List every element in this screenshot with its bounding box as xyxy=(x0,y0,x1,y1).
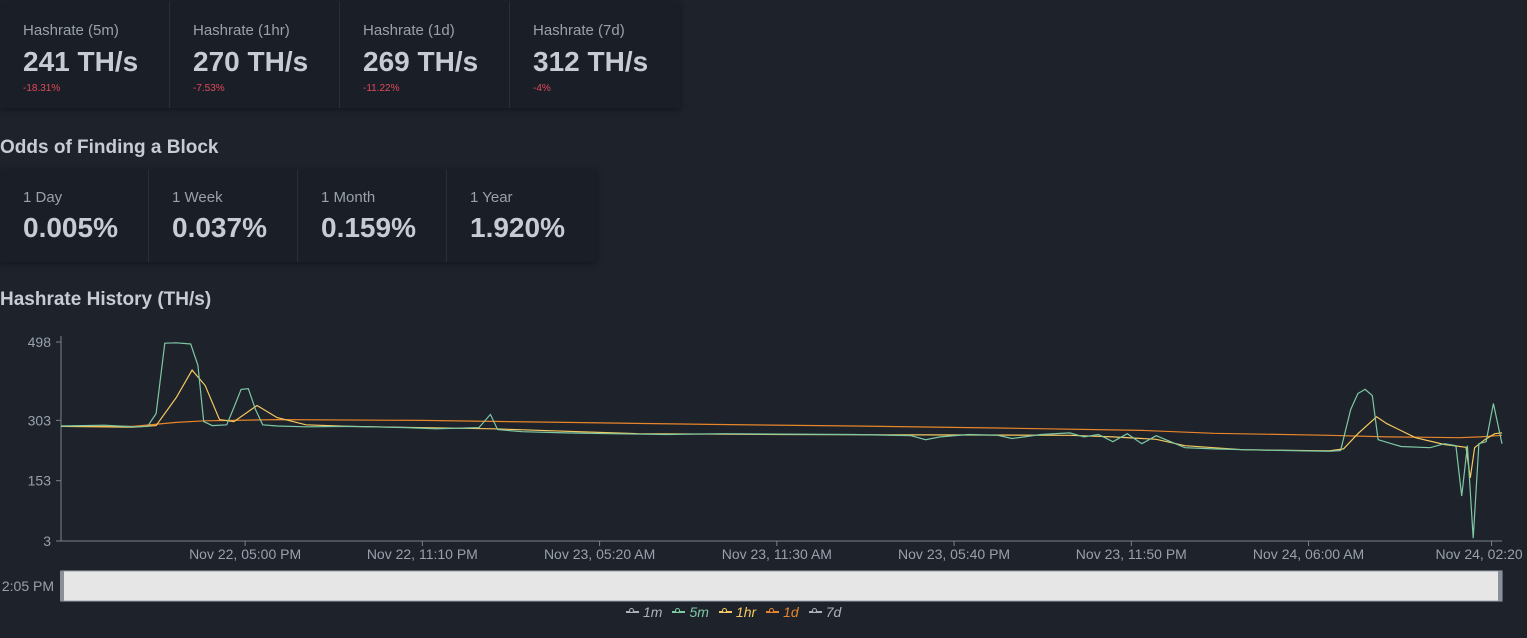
hashrate-card-change: -18.31% xyxy=(23,83,61,94)
hashrate-card-value: 270 TH/s xyxy=(193,46,309,77)
hashrate-card: Hashrate (1hr) 270 TH/s -7.53% xyxy=(170,2,340,108)
odds-card: 1 Week 0.037% xyxy=(149,170,298,262)
hashrate-card: Hashrate (5m) 241 TH/s -18.31% xyxy=(0,2,170,108)
chart-legend: 1m 5m 1hr 1d 7d xyxy=(626,604,841,620)
legend-label: 1d xyxy=(783,604,799,620)
x-tick-label: Nov 23, 05:20 AM xyxy=(544,546,655,562)
x-tick-label: Nov 23, 05:40 PM xyxy=(898,546,1010,562)
hashrate-history-chart: 498 303 153 3 Nov 22, 05:00 PM Nov 22, 11:10… xyxy=(2,334,1527,602)
x-tick-label: Nov 23, 11:50 PM xyxy=(1076,546,1187,562)
series-line-1hr xyxy=(60,369,1503,478)
range-slider-right-handle[interactable] xyxy=(1498,571,1502,601)
hashrate-card-label: Hashrate (7d) xyxy=(533,22,625,39)
odds-card-value: 0.159% xyxy=(321,212,416,243)
x-axis: Nov 22, 05:00 PM Nov 22, 11:10 PM Nov 23, … xyxy=(61,540,1527,562)
legend-item-1hr[interactable]: 1hr xyxy=(718,604,757,620)
legend-item-1m[interactable]: 1m xyxy=(626,604,662,620)
odds-card-label: 1 Year xyxy=(470,189,513,206)
series-line-5m xyxy=(60,342,1503,539)
y-tick-label: 153 xyxy=(28,473,52,489)
odds-card: 1 Year 1.920% xyxy=(447,170,596,262)
odds-card-label: 1 Day xyxy=(23,189,63,206)
hashrate-card-value: 241 TH/s xyxy=(23,46,139,77)
hashrate-cards: Hashrate (5m) 241 TH/s -18.31% Hashrate (1h… xyxy=(0,2,680,108)
range-slider-left-handle[interactable] xyxy=(60,571,64,601)
hashrate-card: Hashrate (7d) 312 TH/s -4% xyxy=(510,2,680,108)
y-tick-label: 498 xyxy=(28,334,52,350)
legend-marker-icon xyxy=(672,608,686,613)
odds-card: 1 Day 0.005% xyxy=(0,170,149,262)
x-tick-label: Nov 22, 11:10 PM xyxy=(367,546,478,562)
series-line-1d xyxy=(61,418,1503,439)
odds-cards: 1 Day 0.005% 1 Week 0.037% 1 Month 0.159% 1 Ye… xyxy=(0,170,596,262)
x-tick-label: Nov 22, 05:00 PM xyxy=(189,546,301,562)
range-slider-track[interactable] xyxy=(60,570,1503,602)
odds-card-value: 0.005% xyxy=(23,212,118,243)
odds-title: Odds of Finding a Block xyxy=(0,137,219,158)
history-title: Hashrate History (TH/s) xyxy=(0,289,212,310)
hashrate-card-change: -4% xyxy=(533,83,551,94)
y-tick-label: 3 xyxy=(43,533,51,549)
legend-marker-icon xyxy=(808,608,822,613)
y-axis: 498 303 153 3 xyxy=(28,334,62,549)
legend-marker-icon xyxy=(766,608,780,613)
odds-card-value: 1.920% xyxy=(470,212,565,243)
legend-item-1d[interactable]: 1d xyxy=(766,604,799,620)
range-slider[interactable]: 2:05 PM xyxy=(2,570,1503,602)
legend-label: 5m xyxy=(689,604,709,620)
y-tick-label: 303 xyxy=(28,412,52,428)
legend-label: 1hr xyxy=(735,604,757,620)
range-slider-start-label: 2:05 PM xyxy=(2,578,54,594)
legend-label: 1m xyxy=(643,604,663,620)
plot-lines xyxy=(60,342,1503,539)
legend-item-5m[interactable]: 5m xyxy=(672,604,709,620)
legend-label: 7d xyxy=(825,604,842,620)
hashrate-card-label: Hashrate (5m) xyxy=(23,22,119,39)
legend-marker-icon xyxy=(718,608,732,613)
odds-card-label: 1 Month xyxy=(321,189,376,206)
odds-card-value: 0.037% xyxy=(172,212,267,243)
x-tick-label: Nov 23, 11:30 AM xyxy=(722,546,832,562)
hashrate-card-label: Hashrate (1hr) xyxy=(193,22,290,39)
odds-card-label: 1 Week xyxy=(172,189,223,206)
legend-marker-icon xyxy=(626,608,639,613)
x-tick-label: Nov 24, 06:00 AM xyxy=(1253,546,1364,562)
hashrate-card-value: 312 TH/s xyxy=(533,46,649,77)
hashrate-card-change: -7.53% xyxy=(193,83,225,94)
hashrate-card: Hashrate (1d) 269 TH/s -11.22% xyxy=(340,2,510,108)
x-tick-label: Nov 24, 02:20 PM xyxy=(1436,546,1527,562)
legend-item-7d[interactable]: 7d xyxy=(808,604,842,620)
hashrate-card-value: 269 TH/s xyxy=(363,46,479,77)
hashrate-card-change: -11.22% xyxy=(363,83,400,94)
hashrate-card-label: Hashrate (1d) xyxy=(363,22,455,39)
odds-card: 1 Month 0.159% xyxy=(298,170,447,262)
